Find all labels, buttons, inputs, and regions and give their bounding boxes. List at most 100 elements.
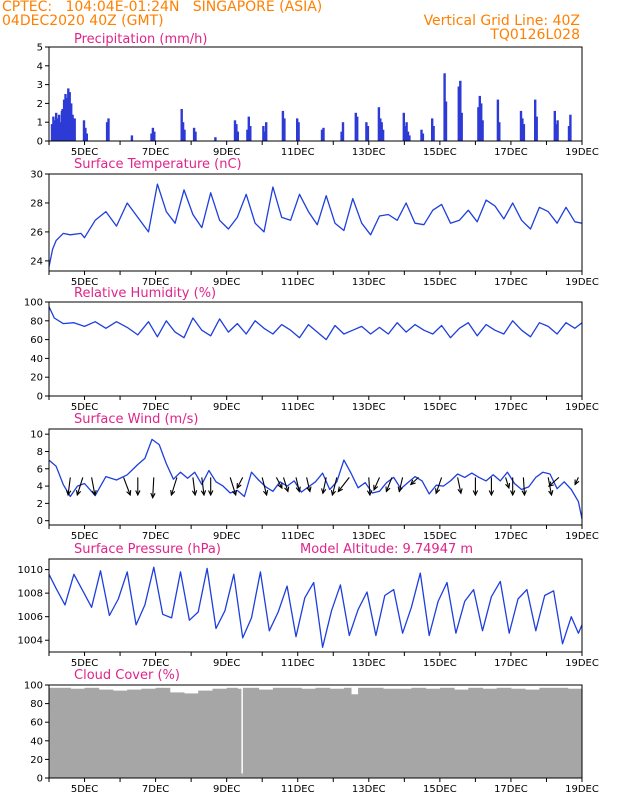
- y-tick-label: 1006: [18, 612, 43, 623]
- x-tick-label: 11DEC: [281, 147, 315, 158]
- y-tick-label: 4: [37, 482, 43, 493]
- precip-bar: [85, 133, 88, 141]
- precip-bar: [181, 122, 185, 141]
- x-tick-label: 11DEC: [281, 658, 315, 669]
- cloud-bar: [343, 687, 352, 778]
- wind-arrow-head: [236, 482, 242, 490]
- y-tick-label: 5: [37, 43, 43, 54]
- y-tick-label: 2: [37, 99, 43, 110]
- precip-bar: [150, 133, 153, 141]
- precip-bar: [408, 135, 411, 141]
- precip-bar: [262, 126, 265, 141]
- x-tick-label: 13DEC: [352, 784, 386, 795]
- precip-bar: [153, 131, 156, 141]
- x-tick-label: 15DEC: [423, 531, 457, 542]
- precip-bar: [84, 127, 87, 141]
- precip-bar: [444, 101, 448, 141]
- wind-arrow-head: [548, 481, 554, 488]
- cloud-bar: [212, 688, 228, 778]
- precip-bar: [72, 126, 75, 141]
- x-tick-label: 15DEC: [423, 658, 457, 669]
- precip-bar: [380, 122, 383, 141]
- panel-frame: [48, 173, 583, 272]
- wind-arrow-head: [385, 486, 391, 493]
- precip-bar: [379, 118, 382, 141]
- precip-bar: [192, 127, 196, 141]
- wind-arrow: [236, 477, 244, 489]
- precip-bar: [553, 110, 556, 141]
- precip-bar: [420, 129, 423, 141]
- cloud-bar: [482, 688, 498, 778]
- x-tick-label: 11DEC: [281, 531, 315, 542]
- precip-bar: [320, 129, 324, 141]
- wind-arrow: [229, 477, 237, 496]
- panel-subtitle: Model Altitude: 9.74947 m: [300, 542, 473, 557]
- panel-title: Cloud Cover (%): [74, 668, 180, 683]
- x-tick-label: 7DEC: [142, 658, 169, 669]
- precip-bar: [354, 112, 357, 141]
- wind-arrow: [505, 477, 510, 489]
- series-line: [48, 183, 583, 267]
- precip-bar: [406, 131, 410, 141]
- precip-bar: [59, 122, 62, 141]
- wind-arrow-head: [170, 490, 176, 497]
- x-tick-label: 19DEC: [565, 531, 599, 542]
- x-tick-label: 17DEC: [494, 402, 528, 413]
- panel-4: Surface Wind (m/s) 0 2 4 6 8 10 5DEC 7DEC 9DEC 11D…: [30, 412, 599, 542]
- cloud-bar: [84, 687, 100, 778]
- cloud-bar: [468, 687, 483, 778]
- precip-bar: [297, 122, 300, 141]
- y-tick-label: 100: [24, 681, 43, 692]
- y-tick-label: 20: [30, 373, 43, 384]
- y-tick-label: 60: [30, 718, 43, 729]
- x-tick-label: 13DEC: [352, 147, 386, 158]
- y-tick-label: 40: [30, 354, 43, 365]
- x-tick-label: 17DEC: [494, 147, 528, 158]
- x-tick-label: 7DEC: [142, 531, 169, 542]
- wind-arrow-head: [409, 479, 416, 486]
- x-tick-label: 9DEC: [213, 531, 240, 542]
- wind-arrow-head: [75, 490, 82, 497]
- y-tick-label: 6: [37, 464, 43, 475]
- precip-bar: [296, 118, 299, 141]
- y-tick-label: 100: [24, 298, 43, 309]
- x-tick-label: 19DEC: [565, 277, 599, 288]
- precip-bar: [459, 80, 462, 141]
- header-line2-left: 04DEC2020 40Z (GMT): [2, 13, 164, 29]
- x-tick-label: 13DEC: [352, 531, 386, 542]
- wind-arrow-head: [505, 482, 511, 490]
- y-tick-label: 3: [37, 80, 43, 91]
- cloud-bar: [329, 688, 345, 778]
- cloud-bar: [59, 687, 71, 778]
- x-tick-label: 9DEC: [213, 658, 240, 669]
- panel-6: Cloud Cover (%) 0 20 40 60 80 100 5DEC 7DEC 9DEC 1…: [24, 668, 599, 795]
- cloud-bar: [539, 687, 555, 778]
- precip-bar: [460, 112, 463, 141]
- x-tick-label: 19DEC: [565, 402, 599, 413]
- precip-bar: [567, 126, 571, 141]
- y-tick-label: 60: [30, 335, 43, 346]
- precip-bar: [534, 99, 537, 141]
- cloud-bar: [242, 687, 245, 778]
- cloud-bar: [155, 687, 171, 778]
- series-line: [48, 306, 583, 341]
- wind-arrow-head: [574, 479, 580, 486]
- cloud-bar: [287, 687, 302, 778]
- x-tick-label: 17DEC: [494, 784, 528, 795]
- precip-bar: [535, 116, 538, 141]
- x-tick-label: 19DEC: [565, 784, 599, 795]
- y-tick-label: 24: [30, 256, 43, 267]
- cloud-bar: [383, 688, 398, 778]
- precip-bar: [477, 107, 480, 141]
- precip-bar: [61, 109, 64, 141]
- panel-1: Precipitation (mm/h) 0 1 2 3 4 5 5DEC 7DEC 9DEC 11…: [37, 32, 599, 158]
- precip-bar: [498, 122, 501, 141]
- precip-bar: [68, 92, 71, 141]
- x-tick-label: 11DEC: [281, 277, 315, 288]
- precip-bar: [377, 107, 381, 141]
- precip-bar: [151, 127, 155, 141]
- x-tick-label: 9DEC: [213, 402, 240, 413]
- y-tick-label: 8: [37, 447, 43, 458]
- wind-arrow: [331, 477, 338, 496]
- y-tick-label: 30: [30, 170, 43, 181]
